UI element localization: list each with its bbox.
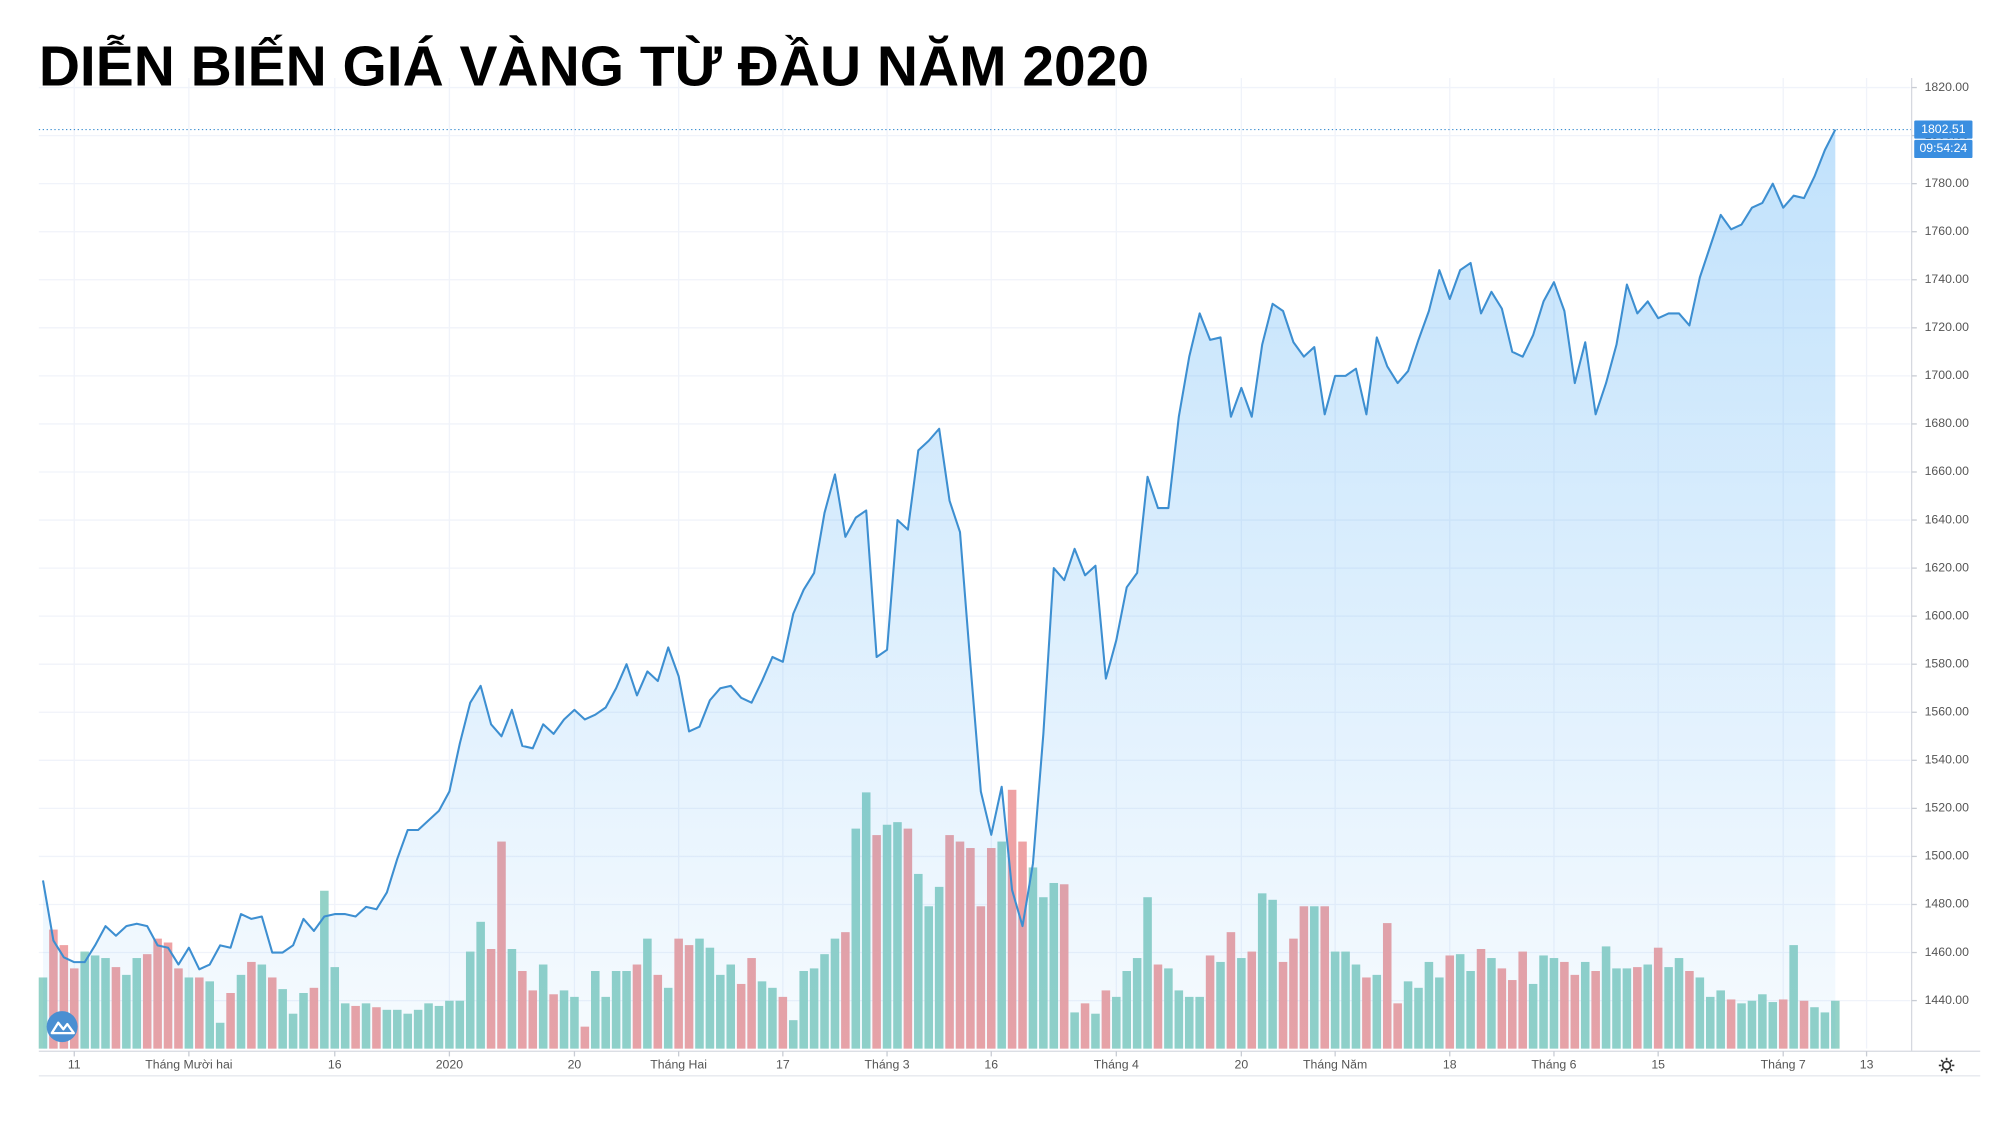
x-tick-label: Tháng Năm <box>1303 1058 1367 1072</box>
y-tick-label: 1520.00 <box>1925 801 1970 815</box>
x-tick-label: Tháng 4 <box>1094 1058 1139 1072</box>
settings-icon[interactable] <box>1938 1057 1955 1074</box>
clock-label: 09:54:24 <box>1919 141 1967 155</box>
grid <box>38 77 1911 1049</box>
y-tick-label: 1620.00 <box>1925 560 1970 574</box>
y-tick-label: 1700.00 <box>1925 368 1970 382</box>
logo <box>46 1011 78 1043</box>
x-tick-label: 16 <box>328 1058 342 1072</box>
x-tick-label: 2020 <box>436 1058 463 1072</box>
x-tick-label: Tháng 3 <box>865 1058 910 1072</box>
clock-box <box>1914 139 1973 159</box>
volume-bar <box>1831 1000 1840 1049</box>
y-tick-label: 1820.00 <box>1925 80 1970 94</box>
y-tick-label: 1440.00 <box>1925 993 1970 1007</box>
last-price-box <box>1914 120 1973 139</box>
y-tick-label: 1660.00 <box>1925 464 1970 478</box>
y-tick-label: 1560.00 <box>1925 705 1970 719</box>
x-tick-label: 20 <box>1235 1058 1249 1072</box>
x-tick-label: 11 <box>68 1058 81 1072</box>
last-price-label: 1802.51 <box>1921 122 1966 136</box>
x-tick-label: Tháng Mười hai <box>145 1058 232 1072</box>
y-tick-label: 1780.00 <box>1925 176 1970 190</box>
y-tick-label: 1720.00 <box>1925 320 1970 334</box>
y-tick-label: 1740.00 <box>1925 272 1970 286</box>
y-tick-label: 1680.00 <box>1925 416 1970 430</box>
y-tick-label: 1580.00 <box>1925 656 1970 670</box>
x-tick-label: 18 <box>1443 1058 1457 1072</box>
y-tick-label: 1760.00 <box>1925 224 1970 238</box>
y-tick-label: 1540.00 <box>1925 753 1970 767</box>
price-line <box>41 129 1837 971</box>
x-tick-label: Tháng 6 <box>1531 1058 1576 1072</box>
x-tick-label: Tháng 7 <box>1761 1058 1806 1072</box>
y-tick-label: 1500.00 <box>1925 849 1970 863</box>
price-area <box>42 129 1836 1049</box>
axes-layer: 1440.00 1460.00 1480.00 1500.00 1520.00 1540.… <box>68 80 1973 1072</box>
x-tick-label: 15 <box>1651 1058 1665 1072</box>
x-tick-label: 17 <box>776 1058 790 1072</box>
y-tick-label: 1600.00 <box>1925 608 1970 622</box>
y-tick-label: 1480.00 <box>1925 897 1970 911</box>
x-tick-label: 13 <box>1860 1058 1874 1072</box>
chart-title: DIỄN BIẾN GIÁ VÀNG TỪ ĐẦU NĂM 2020 <box>39 34 1149 99</box>
x-tick-label: Tháng Hai <box>650 1058 707 1072</box>
x-tick-label: 20 <box>568 1058 582 1072</box>
y-tick-label: 1460.00 <box>1925 945 1970 959</box>
x-tick-label: 16 <box>984 1058 998 1072</box>
plot-layer <box>38 129 1912 1049</box>
y-tick-label: 1640.00 <box>1925 512 1970 526</box>
